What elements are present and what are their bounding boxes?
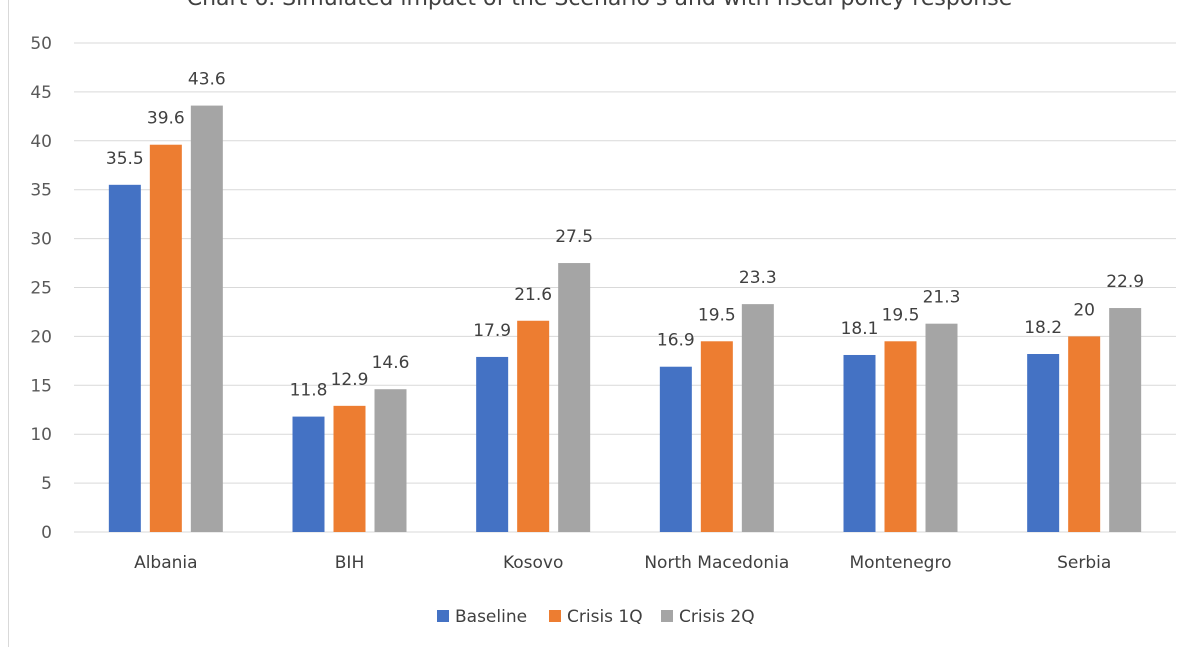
data-label: 17.9 bbox=[473, 321, 511, 341]
y-tick-label: 30 bbox=[30, 230, 52, 250]
bar-crisis-2q bbox=[1109, 308, 1142, 532]
bar-baseline bbox=[476, 356, 509, 532]
bar-baseline bbox=[659, 366, 692, 532]
bar-crisis-1q bbox=[149, 144, 182, 532]
y-tick-label: 15 bbox=[30, 376, 52, 396]
data-label: 43.6 bbox=[188, 70, 226, 90]
data-label: 39.6 bbox=[147, 109, 185, 129]
data-label: 11.8 bbox=[290, 381, 328, 401]
bar-crisis-1q bbox=[884, 341, 917, 532]
legend-label: Crisis 1Q bbox=[567, 607, 643, 627]
data-label: 18.2 bbox=[1024, 318, 1062, 338]
data-label: 20 bbox=[1073, 300, 1095, 320]
y-tick-label: 5 bbox=[41, 474, 52, 494]
data-label: 23.3 bbox=[739, 268, 777, 288]
x-tick-label: Serbia bbox=[1057, 553, 1111, 573]
data-label: 21.3 bbox=[923, 288, 961, 308]
bar-crisis-2q bbox=[190, 105, 223, 532]
y-tick-label: 25 bbox=[30, 279, 52, 299]
x-tick-label: BIH bbox=[335, 553, 364, 573]
legend-label: Crisis 2Q bbox=[679, 607, 755, 627]
bar-baseline bbox=[843, 354, 876, 532]
data-label: 35.5 bbox=[106, 149, 144, 169]
x-tick-label: North Macedonia bbox=[644, 553, 789, 573]
legend: Baseline Crisis 1Q Crisis 2Q bbox=[437, 607, 755, 627]
data-label: 21.6 bbox=[514, 285, 552, 305]
data-label: 19.5 bbox=[698, 305, 736, 325]
data-label: 16.9 bbox=[657, 331, 695, 351]
legend-swatch bbox=[661, 610, 673, 622]
data-label: 27.5 bbox=[555, 227, 593, 247]
legend-swatch bbox=[549, 610, 561, 622]
y-tick-label: 20 bbox=[30, 327, 52, 347]
bar-baseline bbox=[1027, 354, 1060, 532]
legend-swatch bbox=[437, 610, 449, 622]
data-label: 19.5 bbox=[882, 305, 920, 325]
bar-baseline bbox=[292, 416, 325, 532]
data-label: 14.6 bbox=[372, 353, 410, 373]
bar-crisis-2q bbox=[741, 304, 774, 532]
x-tick-label: Albania bbox=[134, 553, 197, 573]
x-tick-label: Montenegro bbox=[849, 553, 951, 573]
bars bbox=[108, 105, 1142, 532]
bar-crisis-2q bbox=[925, 323, 958, 532]
x-axis-ticks: Albania BIH Kosovo North Macedonia Montenegr… bbox=[134, 553, 1111, 573]
data-label: 12.9 bbox=[331, 370, 369, 390]
data-labels: 35.539.643.6 11.812.914.6 17.921.6 27.5 16.9… bbox=[106, 70, 1144, 401]
gridlines bbox=[74, 42, 1176, 533]
bar-crisis-2q bbox=[558, 263, 591, 532]
y-tick-label: 45 bbox=[30, 83, 52, 103]
x-tick-label: Kosovo bbox=[503, 553, 563, 573]
chart-title: Chart 6. Simulated impact of the Scenari… bbox=[0, 0, 1199, 11]
bar-baseline bbox=[108, 184, 141, 532]
data-label: 22.9 bbox=[1106, 272, 1144, 292]
legend-label: Baseline bbox=[455, 607, 527, 627]
bar-crisis-1q bbox=[700, 341, 733, 532]
y-tick-label: 10 bbox=[30, 425, 52, 445]
data-label: 18.1 bbox=[841, 319, 879, 339]
frame-border bbox=[8, 0, 9, 647]
y-tick-label: 0 bbox=[41, 523, 52, 543]
bar-crisis-1q bbox=[517, 320, 550, 532]
bar-crisis-2q bbox=[374, 389, 407, 532]
y-tick-label: 40 bbox=[30, 132, 52, 152]
y-tick-label: 35 bbox=[30, 181, 52, 201]
bar-crisis-1q bbox=[1068, 336, 1101, 532]
bar-crisis-1q bbox=[333, 405, 366, 532]
y-axis-ticks: 0 5 10 15 20 25 30 35 40 45 50 bbox=[30, 34, 52, 543]
y-tick-label: 50 bbox=[30, 34, 52, 54]
